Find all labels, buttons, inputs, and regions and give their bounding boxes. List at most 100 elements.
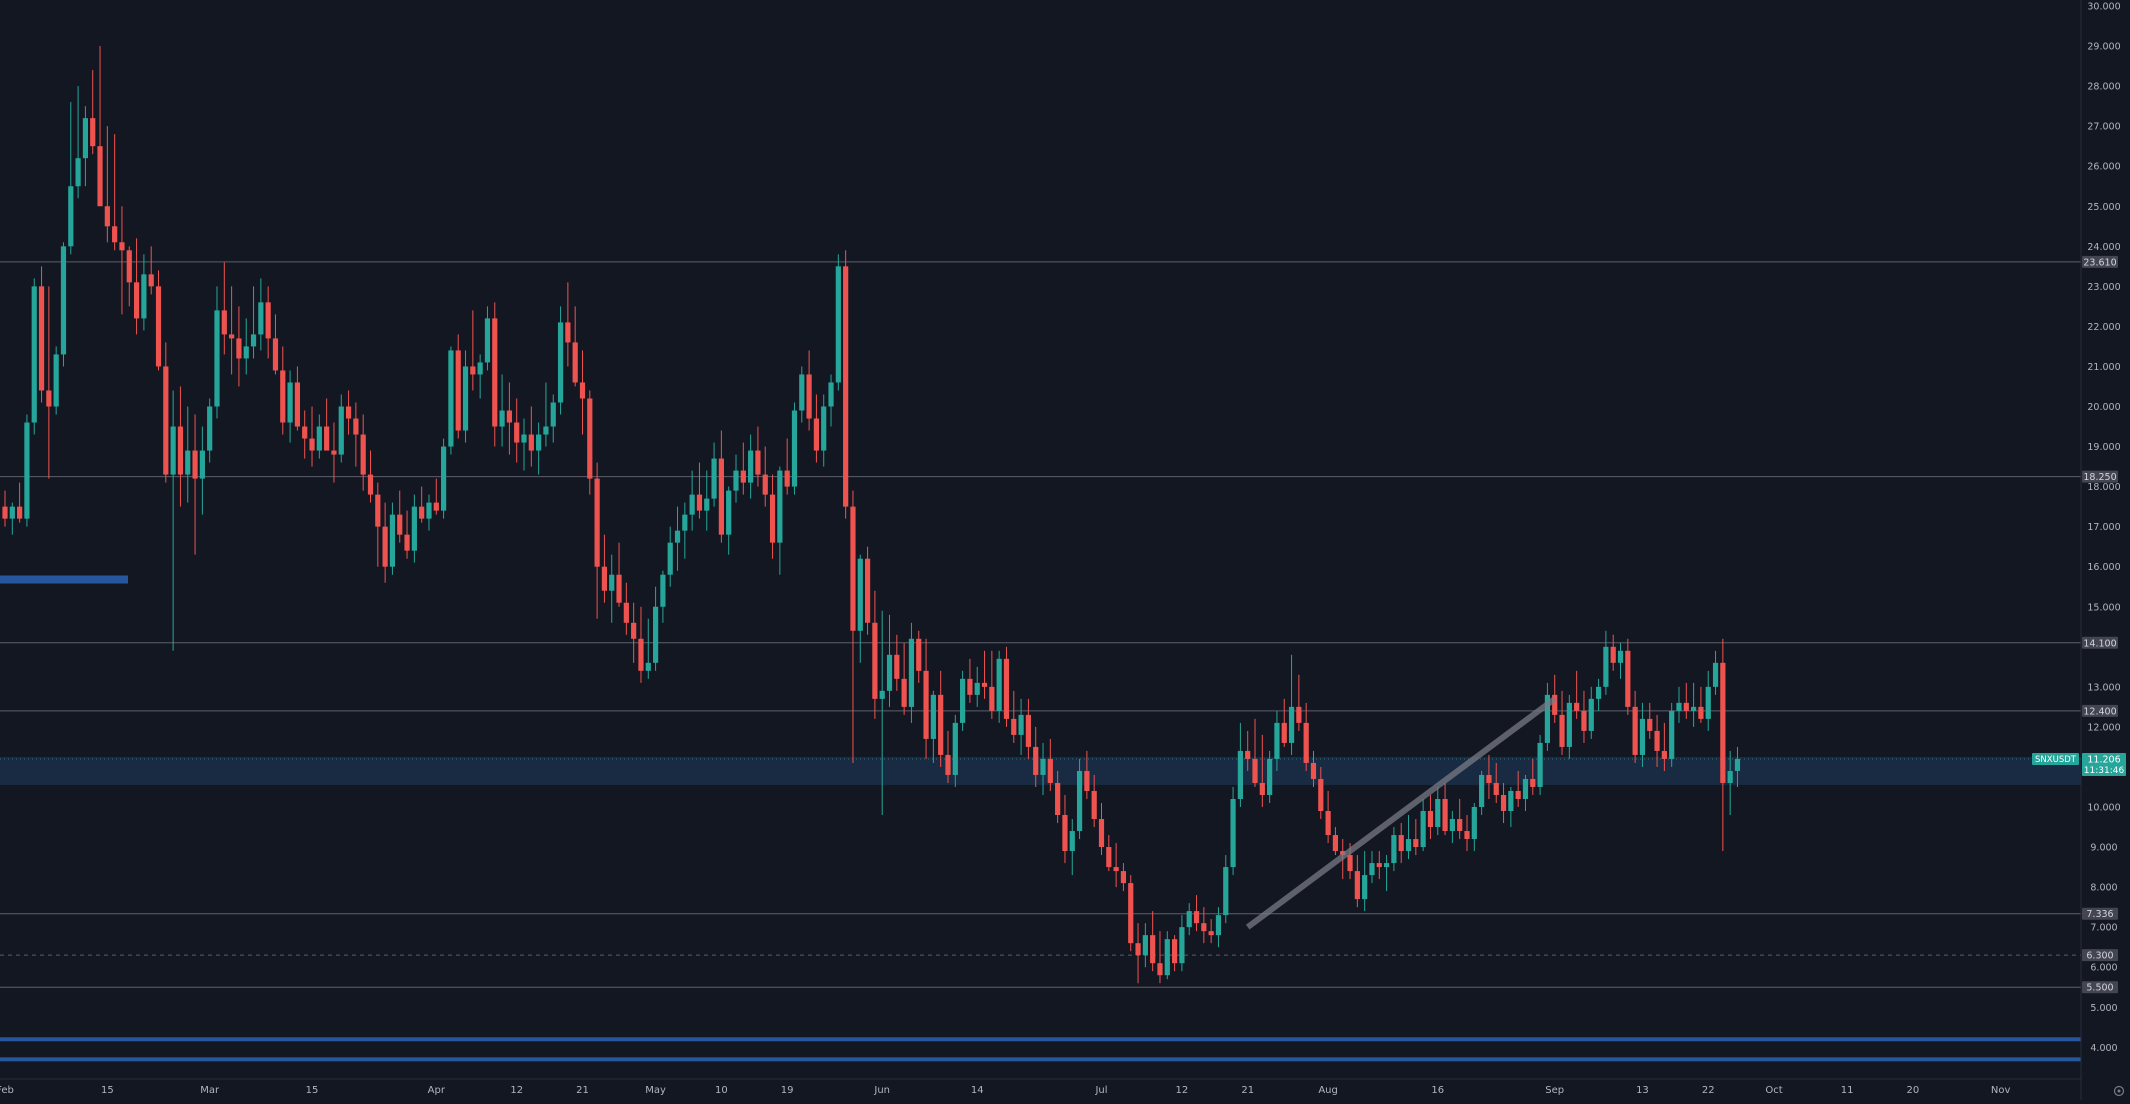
candle[interactable] [718,430,724,543]
candle[interactable] [1296,674,1302,731]
candle[interactable] [711,442,717,507]
candle[interactable] [258,278,264,351]
candle[interactable] [1574,670,1580,719]
candle[interactable] [645,618,651,679]
candle[interactable] [1610,634,1616,671]
candle[interactable] [411,494,417,563]
candle[interactable] [1376,851,1382,880]
candle[interactable] [1084,750,1090,799]
candle[interactable] [97,46,103,207]
trendline[interactable] [1245,696,1557,930]
candle[interactable] [1464,815,1470,852]
candle[interactable] [1186,903,1192,936]
candle[interactable] [696,462,703,519]
candle[interactable] [53,346,59,415]
candle[interactable] [1559,690,1565,755]
candle[interactable] [1354,855,1360,908]
candle[interactable] [1727,750,1733,816]
candle[interactable] [945,730,951,783]
candle[interactable] [148,246,154,295]
candle[interactable] [1237,722,1243,807]
candle[interactable] [1325,790,1331,844]
candle[interactable] [192,414,198,555]
candle[interactable] [667,526,673,587]
candle[interactable] [185,406,191,503]
candle[interactable] [1413,819,1419,856]
candle[interactable] [236,306,242,387]
candle[interactable] [806,350,812,431]
candle[interactable] [1252,718,1258,787]
candle[interactable] [916,630,922,683]
candle[interactable] [1442,782,1448,836]
candle[interactable] [1383,855,1390,892]
candle[interactable] [506,382,512,455]
candle[interactable] [550,394,556,443]
candle[interactable] [565,282,571,367]
candle[interactable] [777,466,783,575]
candle[interactable] [2,490,8,527]
candle[interactable] [762,446,768,507]
candle[interactable] [1639,702,1646,767]
candle[interactable] [886,614,893,707]
candle[interactable] [1120,863,1127,892]
candle[interactable] [1676,686,1682,723]
candle[interactable] [75,86,81,199]
candle[interactable] [740,442,746,495]
candle[interactable] [1632,690,1638,763]
candle[interactable] [141,254,147,331]
candle[interactable] [1625,638,1631,715]
candle[interactable] [609,554,615,623]
candle[interactable] [250,286,257,359]
candle[interactable] [331,422,337,483]
candle[interactable] [419,486,425,523]
candle[interactable] [1018,698,1024,755]
candle[interactable] [287,370,293,443]
candle[interactable] [31,278,37,435]
candle[interactable] [1113,843,1119,888]
candle[interactable] [133,238,140,335]
candle[interactable] [601,534,608,603]
candle[interactable] [1588,686,1594,739]
candle[interactable] [828,374,834,427]
candle[interactable] [1150,911,1156,972]
candle[interactable] [104,126,110,243]
candle[interactable] [536,422,542,475]
candle[interactable] [660,570,666,623]
candle[interactable] [375,482,381,567]
candle[interactable] [1128,875,1134,952]
candle[interactable] [572,306,578,387]
candle[interactable] [1011,690,1017,743]
candle[interactable] [280,346,286,435]
candle[interactable] [1208,919,1214,944]
candle[interactable] [996,650,1002,723]
candle[interactable] [748,434,754,499]
candle[interactable] [1259,734,1265,807]
candle[interactable] [616,542,622,607]
candle[interactable] [1581,690,1587,743]
candle[interactable] [90,70,96,155]
candle[interactable] [1142,923,1148,968]
candle[interactable] [1069,819,1075,876]
candle[interactable] [1486,754,1492,799]
candle[interactable] [1179,915,1185,972]
candle[interactable] [1537,734,1543,795]
candle[interactable] [82,106,89,187]
candle[interactable] [872,590,878,719]
candle[interactable] [1391,827,1397,872]
candle[interactable] [1288,654,1295,755]
candle[interactable] [389,502,396,575]
candle[interactable] [704,470,710,531]
candle[interactable] [1332,827,1339,856]
candle[interactable] [638,606,644,683]
candle[interactable] [1566,694,1572,759]
candle[interactable] [974,666,980,707]
candle[interactable] [455,334,461,439]
candle[interactable] [1369,851,1375,884]
candle[interactable] [272,314,279,375]
candle[interactable] [112,134,118,251]
candle[interactable] [170,390,176,651]
candle[interactable] [1025,698,1031,759]
candle[interactable] [397,490,403,543]
candle[interactable] [309,406,315,467]
